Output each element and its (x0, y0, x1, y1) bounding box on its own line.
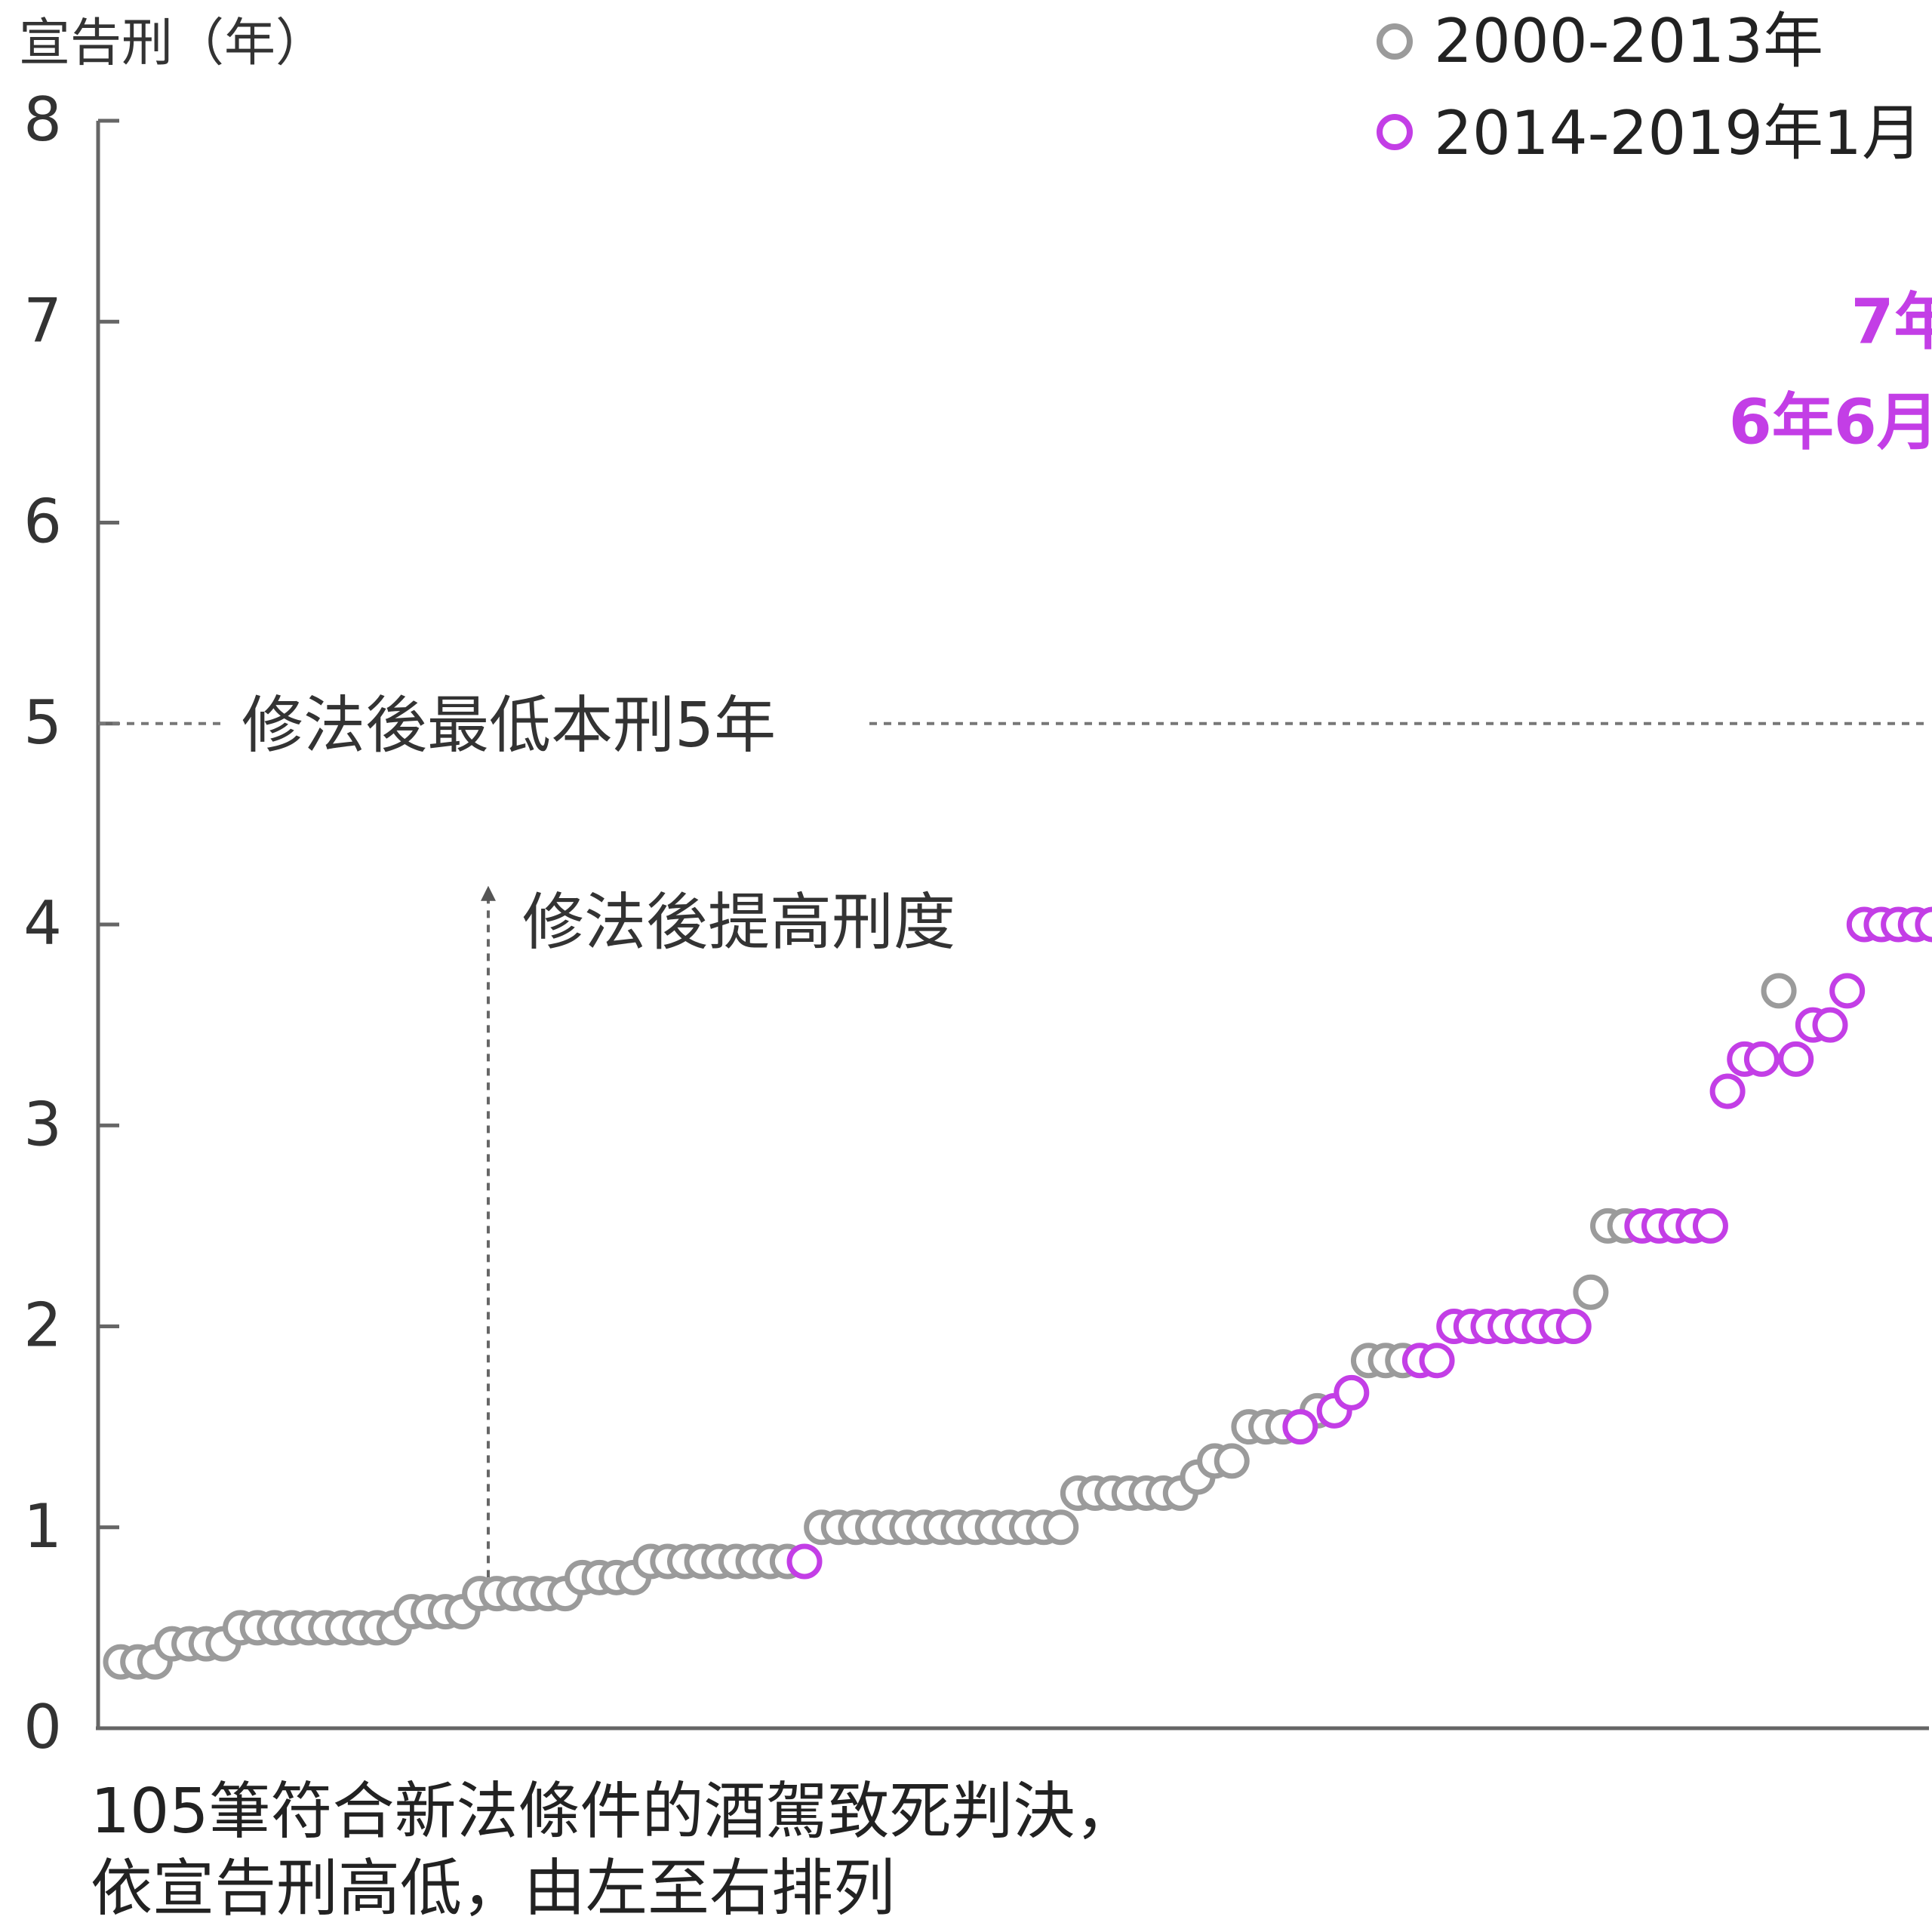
y-axis-label: 宣告刑（年） (19, 14, 327, 73)
y-tick-label: 7 (23, 285, 62, 355)
data-point-2014-2019 (1743, 1041, 1780, 1077)
caption-line-2: 依宣告刑高低，由左至右排列 (91, 1853, 895, 1924)
caption-line-1: 105筆符合新法條件的酒駕致死判決， (91, 1776, 1137, 1847)
legend: 2000-2013年 2014-2019年1月 (1377, 6, 1922, 168)
data-point-2000-2013 (1214, 1443, 1250, 1479)
y-tick-label: 2 (23, 1291, 62, 1361)
data-point-2000-2013 (1043, 1509, 1079, 1546)
data-point-2014-2019 (1419, 1343, 1455, 1379)
y-tick-label: 8 (23, 85, 62, 155)
data-point-2014-2019 (1915, 906, 1932, 943)
y-tick-label: 3 (23, 1089, 62, 1159)
chart-caption: 105筆符合新法條件的酒駕致死判決， 依宣告刑高低，由左至右排列 (91, 1776, 1137, 1924)
y-ticks: 0 1 2 3 4 5 6 7 8 (23, 85, 119, 1762)
reference-line-label: 修法後最低本刑5年 (242, 690, 776, 761)
data-point-2014-2019 (1334, 1374, 1370, 1411)
data-point-2014-2019 (1778, 1041, 1814, 1077)
increase-arrow-annotation: 修法後提高刑度 (480, 885, 955, 1578)
y-tick-label: 5 (23, 688, 62, 758)
data-point-2014-2019 (1829, 973, 1866, 1009)
reference-line-group: 修法後最低本刑5年 (98, 690, 1929, 761)
increase-arrow-label: 修法後提高刑度 (522, 887, 955, 958)
data-point-2000-2013 (1761, 973, 1797, 1009)
data-point-2014-2019 (1812, 1007, 1848, 1043)
data-point-2014-2019 (1692, 1208, 1728, 1244)
point-labels: 7年 6年6月 (1729, 286, 1932, 458)
data-points (103, 906, 1932, 1680)
legend-label-2000-2013: 2000-2013年 (1434, 6, 1823, 76)
legend-marker-2014-2019 (1377, 114, 1413, 150)
data-point-2014-2019 (1282, 1409, 1318, 1445)
y-tick-label: 4 (23, 888, 62, 958)
point-label: 6年6月 (1729, 386, 1932, 458)
legend-marker-2000-2013 (1377, 23, 1413, 60)
point-label: 7年 (1850, 286, 1932, 358)
legend-label-2014-2019: 2014-2019年1月 (1434, 98, 1922, 168)
data-point-2014-2019 (1709, 1073, 1746, 1109)
data-point-2014-2019 (1555, 1309, 1592, 1344)
y-tick-label: 1 (23, 1491, 62, 1561)
data-point-2014-2019 (786, 1543, 823, 1580)
y-tick-label: 0 (23, 1692, 62, 1762)
data-point-2000-2013 (1573, 1274, 1609, 1310)
y-tick-label: 6 (23, 487, 62, 557)
